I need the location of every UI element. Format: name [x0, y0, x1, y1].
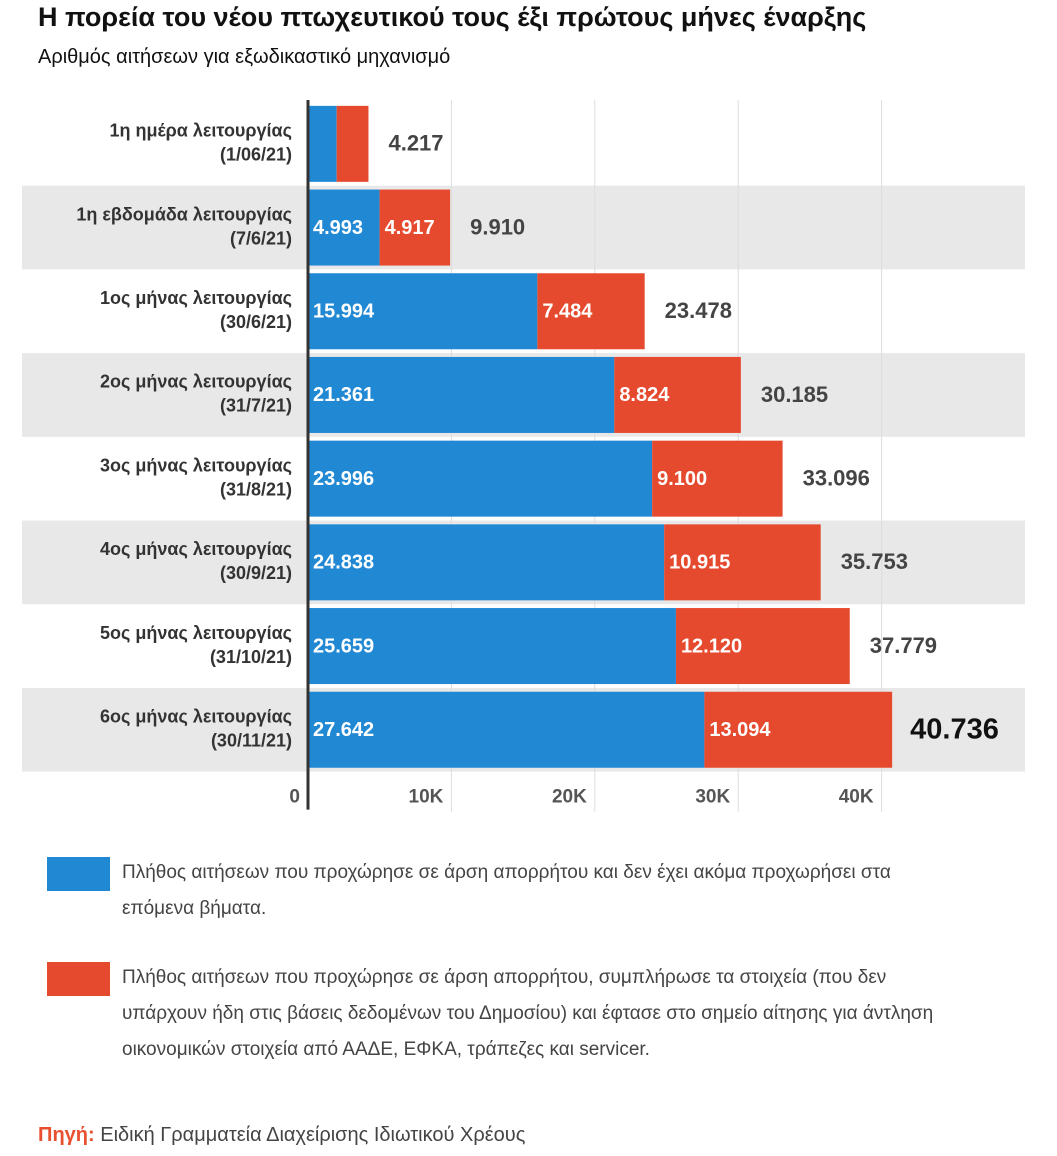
bar-segment — [537, 273, 645, 350]
y-tick-label: 4ος μήνας λειτουργίας — [100, 539, 292, 559]
total-label: 4.217 — [388, 131, 443, 156]
y-tick-label: (31/10/21) — [210, 647, 292, 667]
total-label: 30.185 — [761, 382, 828, 407]
data-label: 23.996 — [313, 468, 374, 490]
data-label: 4.917 — [385, 217, 435, 239]
data-label: 24.838 — [313, 552, 374, 574]
data-label: 15.994 — [313, 301, 375, 323]
bar-segment — [308, 105, 337, 182]
data-label: 12.120 — [681, 635, 742, 657]
x-tick-label: 30K — [695, 787, 730, 808]
bar-segment — [308, 524, 665, 601]
bar-segment — [308, 356, 615, 433]
data-label: 27.642 — [313, 719, 374, 741]
legend-label: Πλήθος αιτήσεων που προχώρησε σε άρση απ… — [122, 862, 891, 919]
total-label: 40.736 — [910, 713, 999, 745]
legend-label: Πλήθος αιτήσεων που προχώρησε σε άρση απ… — [122, 967, 934, 1060]
y-tick-label: 2ος μήνας λειτουργίας — [100, 372, 292, 392]
y-tick-label: (31/8/21) — [220, 479, 292, 499]
data-label: 25.659 — [313, 635, 374, 657]
bar-segment — [379, 189, 451, 266]
y-tick-label: 3ος μήνας λειτουργίας — [100, 455, 292, 475]
x-tick-label: 20K — [552, 787, 587, 808]
y-tick-label: 1ος μήνας λειτουργίας — [100, 288, 292, 308]
chart: 0 10K 20K 30K 40K 1η ημέρα λειτουργίας (1/06/2… — [22, 100, 1025, 812]
bar-segment — [675, 608, 850, 685]
bar-segment — [308, 440, 653, 517]
data-label: 10.915 — [669, 552, 730, 574]
data-label: 7.484 — [542, 301, 593, 323]
y-tick-label: (30/6/21) — [220, 312, 292, 332]
y-tick-label: 5ος μήνας λειτουργίας — [100, 623, 292, 643]
bar-segment — [308, 273, 538, 350]
y-tick-label: 1η ημέρα λειτουργίας — [110, 121, 292, 141]
data-label: 21.361 — [313, 384, 374, 406]
legend-swatch — [47, 962, 110, 996]
y-tick-label: (31/7/21) — [220, 396, 292, 416]
source: Πηγή: Ειδική Γραμματεία Διαχείρισης Ιδιω… — [38, 1124, 525, 1147]
bar-segment — [664, 524, 821, 601]
total-label: 23.478 — [665, 298, 732, 323]
legend-swatch — [47, 857, 110, 891]
y-tick-label: (7/6/21) — [230, 228, 292, 248]
x-tick-label: 40K — [839, 787, 874, 808]
total-label: 35.753 — [841, 549, 908, 574]
source-label: Πηγή: — [38, 1124, 95, 1146]
data-label: 4.993 — [313, 217, 363, 239]
y-tick-label: 6ος μήνας λειτουργίας — [100, 707, 292, 727]
data-label: 9.100 — [657, 468, 707, 490]
bar-segment — [704, 691, 893, 768]
data-label: 8.824 — [619, 384, 670, 406]
legend-item: Πλήθος αιτήσεων που προχώρησε σε άρση απ… — [47, 960, 967, 1068]
y-tick-label: (30/9/21) — [220, 563, 292, 583]
total-label: 37.779 — [870, 633, 937, 658]
bar-segment — [308, 608, 676, 685]
x-tick-label: 0 — [289, 787, 300, 808]
bar-segment — [614, 356, 741, 433]
legend-item: Πλήθος αιτήσεων που προχώρησε σε άρση απ… — [47, 855, 967, 927]
source-text: Ειδική Γραμματεία Διαχείρισης Ιδιωτικού … — [100, 1124, 526, 1146]
total-label: 33.096 — [803, 465, 870, 490]
bar-segment — [308, 189, 380, 266]
chart-title: Η πορεία του νέου πτωχευτικού τους έξι π… — [38, 2, 867, 32]
total-label: 9.910 — [470, 214, 525, 239]
data-label: 13.094 — [709, 719, 771, 741]
y-tick-label: 1η εβδομάδα λειτουργίας — [76, 204, 292, 224]
x-tick-label: 10K — [409, 787, 444, 808]
bar-segment — [308, 691, 705, 768]
y-tick-label: (1/06/21) — [220, 145, 292, 165]
y-tick-label: (30/11/21) — [211, 731, 292, 751]
bar-segment — [652, 440, 783, 517]
bar-segment — [336, 105, 369, 182]
row-band — [22, 185, 1025, 270]
chart-subtitle: Αριθμός αιτήσεων για εξωδικαστικό μηχανι… — [38, 46, 451, 68]
